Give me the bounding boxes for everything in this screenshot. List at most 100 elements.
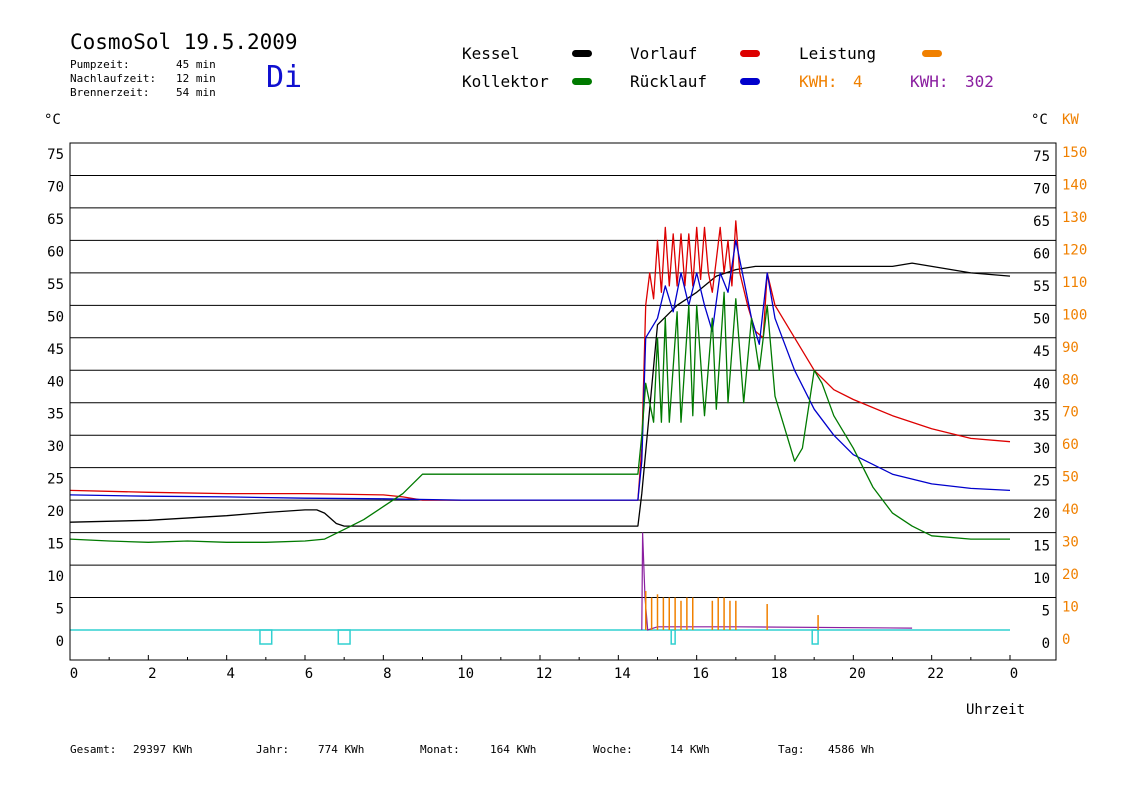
power-tick-label: 150: [1062, 145, 1087, 161]
power-tick-label: 40: [1062, 502, 1079, 518]
brennerzeit-label: Brennerzeit:: [70, 86, 150, 99]
y-tick-label: 10: [47, 569, 64, 585]
y-tick-label: 0: [56, 634, 64, 650]
legend-leistung: Leistung: [799, 44, 877, 63]
y-tick-label: 15: [47, 537, 64, 553]
weekday-label: Di: [266, 60, 303, 95]
legend-vorlauf-swatch: [740, 50, 760, 57]
plot-frame: [69, 142, 1057, 661]
power-tick-label: 90: [1062, 340, 1079, 356]
monat-value: 164 KWh: [490, 743, 537, 756]
kwh1-label: KWH:: [799, 72, 838, 91]
legend-kessel-swatch: [572, 50, 592, 57]
power-tick-label: 50: [1062, 470, 1079, 486]
nachlaufzeit-value: 12 min: [176, 72, 216, 85]
y-right-tick-label: 60: [1033, 246, 1050, 262]
pumpzeit-label: Pumpzeit:: [70, 58, 130, 71]
x-axis-label: Uhrzeit: [966, 702, 1026, 718]
series-kollektor: [69, 291, 1010, 543]
y-right-tick-label: 15: [1033, 539, 1050, 555]
y-tick-label: 20: [47, 504, 64, 520]
y-right-tick-label: 20: [1033, 506, 1050, 522]
series-kwh: [641, 532, 913, 631]
legend-ruecklauf-swatch: [740, 78, 760, 85]
pump-pulse: [811, 629, 819, 645]
power-tick-label: 120: [1062, 242, 1087, 258]
power-tick-label: 110: [1062, 275, 1087, 291]
y-tick-label: 40: [47, 374, 64, 390]
left-axis-unit: °C: [44, 112, 61, 128]
legend-kollektor: Kollektor: [462, 72, 549, 91]
pumpzeit-value: 45 min: [176, 58, 216, 71]
tag-value: 4586 Wh: [828, 743, 875, 756]
x-tick-label: 8: [383, 666, 391, 682]
jahr-label: Jahr:: [256, 743, 290, 756]
y-right-tick-label: 55: [1033, 279, 1050, 295]
y-tick-label: 5: [56, 602, 64, 618]
kwh2-value: 302: [965, 72, 994, 91]
legend-kessel: Kessel: [462, 44, 520, 63]
power-tick-label: 100: [1062, 307, 1087, 323]
x-tick-label: 10: [457, 666, 474, 682]
y-tick-label: 50: [47, 309, 64, 325]
series-ruecklauf: [69, 239, 1011, 501]
y-tick-label: 60: [47, 244, 64, 260]
series-vorlauf: [69, 220, 1011, 501]
gesamt-value: 29397 KWh: [133, 743, 193, 756]
y-right-tick-label: 25: [1033, 474, 1050, 490]
right-axis-unit: °C: [1031, 112, 1048, 128]
x-tick-label: 12: [536, 666, 553, 682]
y-tick-label: 70: [47, 179, 64, 195]
power-axis-unit: KW: [1062, 112, 1079, 128]
pump-pulse: [670, 629, 676, 645]
x-tick-label: 0: [70, 666, 78, 682]
power-tick-label: 140: [1062, 177, 1087, 193]
x-tick-label: 18: [771, 666, 788, 682]
power-tick-label: 60: [1062, 437, 1079, 453]
monat-label: Monat:: [420, 743, 460, 756]
power-tick-label: 20: [1062, 567, 1079, 583]
y-right-tick-label: 75: [1033, 149, 1050, 165]
y-right-tick-label: 5: [1042, 604, 1050, 620]
woche-label: Woche:: [593, 743, 633, 756]
y-tick-label: 35: [47, 407, 64, 423]
y-tick-label: 55: [47, 277, 64, 293]
y-right-tick-label: 65: [1033, 214, 1050, 230]
y-tick-label: 45: [47, 342, 64, 358]
y-tick-label: 30: [47, 439, 64, 455]
power-tick-label: 10: [1062, 600, 1079, 616]
pump-pulse: [337, 629, 351, 645]
x-tick-label: 2: [148, 666, 156, 682]
power-tick-label: 30: [1062, 535, 1079, 551]
woche-value: 14 KWh: [670, 743, 710, 756]
y-tick-label: 25: [47, 472, 64, 488]
y-right-tick-label: 10: [1033, 571, 1050, 587]
gesamt-label: Gesamt:: [70, 743, 117, 756]
series-kessel: [69, 262, 1011, 527]
x-tick-label: 22: [927, 666, 944, 682]
y-right-tick-label: 70: [1033, 181, 1050, 197]
legend-ruecklauf: Rücklauf: [630, 72, 708, 91]
y-right-tick-label: 0: [1042, 636, 1050, 652]
power-tick-label: 0: [1062, 632, 1070, 648]
y-right-tick-label: 35: [1033, 409, 1050, 425]
legend-vorlauf: Vorlauf: [630, 44, 698, 63]
y-right-tick-label: 50: [1033, 311, 1050, 327]
y-right-tick-label: 45: [1033, 344, 1050, 360]
jahr-value: 774 KWh: [318, 743, 365, 756]
tag-label: Tag:: [778, 743, 805, 756]
x-tick-label: 16: [692, 666, 709, 682]
nachlaufzeit-label: Nachlaufzeit:: [70, 72, 157, 85]
y-tick-label: 75: [47, 147, 64, 163]
power-tick-label: 80: [1062, 372, 1079, 388]
kwh2-label: KWH:: [910, 72, 949, 91]
legend-kollektor-swatch: [572, 78, 592, 85]
x-tick-label: 20: [849, 666, 866, 682]
legend-leistung-swatch: [922, 50, 942, 57]
brennerzeit-value: 54 min: [176, 86, 216, 99]
chart-title: CosmoSol 19.5.2009: [70, 30, 298, 54]
x-tick-label: 0: [1010, 666, 1018, 682]
y-right-tick-label: 30: [1033, 441, 1050, 457]
power-tick-label: 70: [1062, 405, 1079, 421]
